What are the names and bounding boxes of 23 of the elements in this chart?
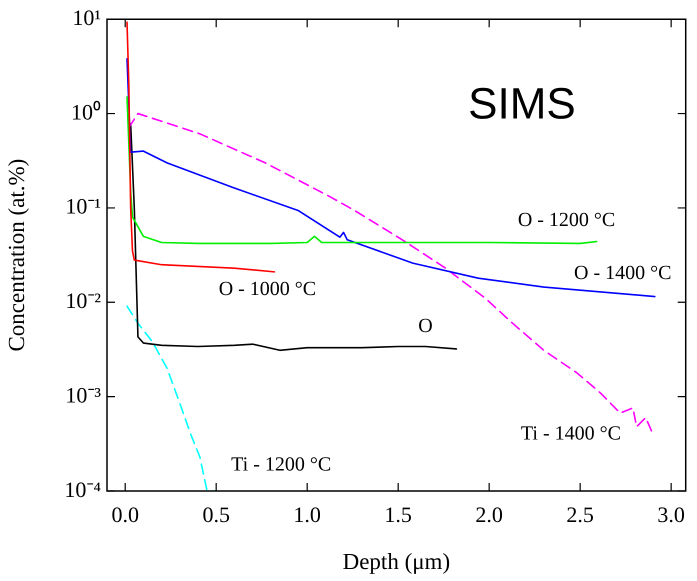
x-tick-label: 0.5 — [202, 502, 230, 527]
y-tick-label: 10⁻³ — [65, 382, 102, 408]
x-tick-label: 1.0 — [293, 502, 321, 527]
x-axis-title: Depth (μm) — [342, 549, 450, 574]
y-tick-label: 10¹ — [72, 4, 101, 30]
y-axis-title: Concentration (at.%) — [4, 158, 29, 352]
x-tick-label: 1.5 — [384, 502, 412, 527]
y-tick-label: 10⁻² — [65, 288, 102, 314]
series-label: Ti - 1200 °C — [231, 453, 332, 476]
series-label: Ti - 1400 °C — [520, 422, 621, 444]
series-label: O - 1400 °C — [574, 262, 672, 284]
y-tick-label: 10⁰ — [71, 99, 101, 124]
x-tick-label: 3.0 — [657, 502, 685, 527]
x-tick-label: 2.5 — [566, 502, 594, 527]
y-tick-label: 10⁻⁴ — [64, 476, 102, 502]
x-tick-label: 2.0 — [475, 502, 503, 527]
series-label: O - 1200 °C — [518, 208, 616, 231]
y-tick-label: 10⁻¹ — [65, 194, 101, 219]
text: SIMS — [468, 79, 576, 128]
x-tick-label: 0.0 — [111, 502, 139, 527]
line-series — [126, 305, 217, 491]
series-label: O — [418, 315, 433, 338]
series-label: O - 1000 °C — [218, 278, 316, 300]
